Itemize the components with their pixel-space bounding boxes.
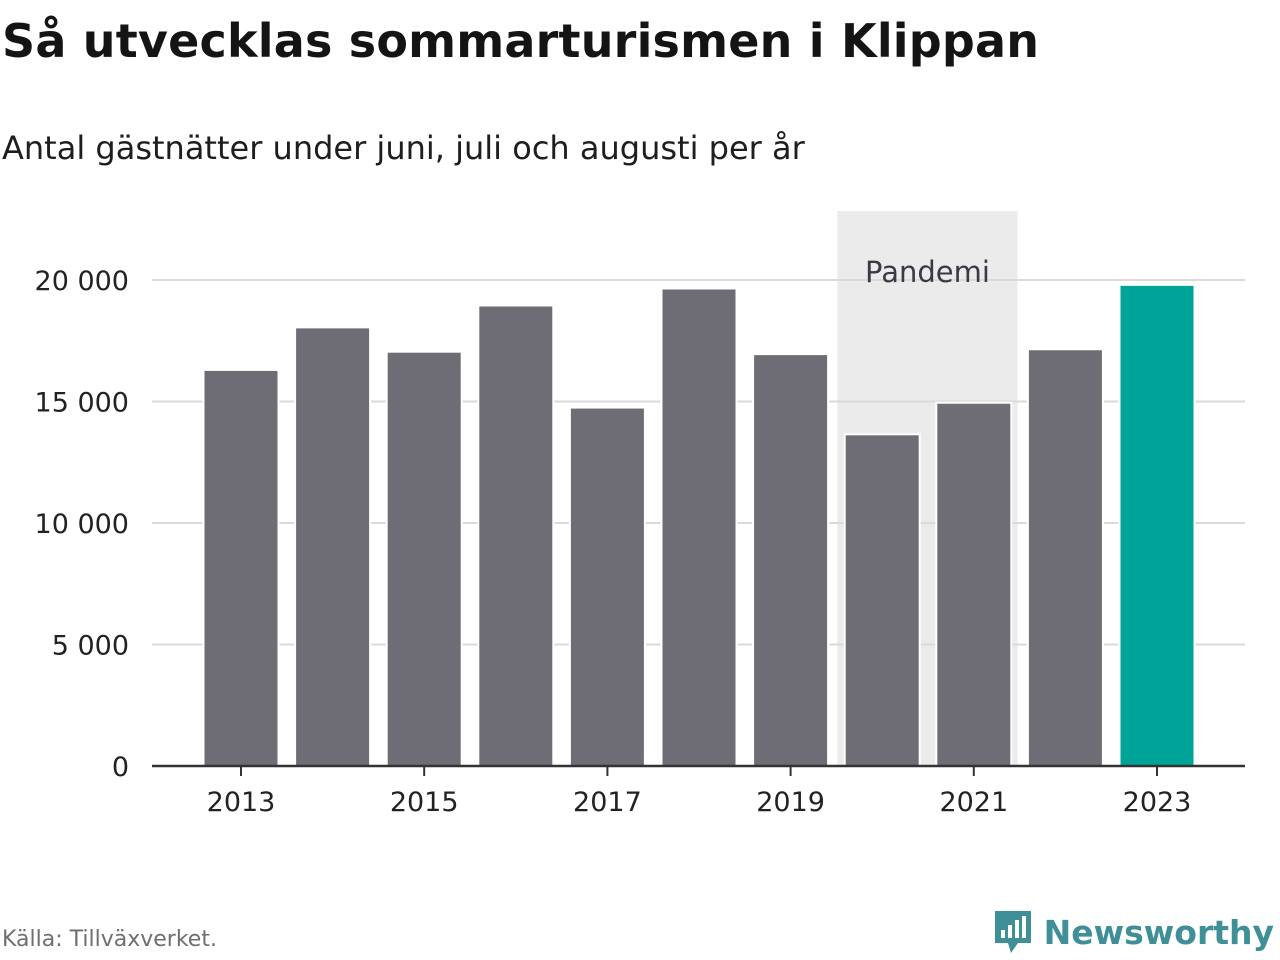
y-tick-label: 15 000 bbox=[35, 388, 129, 419]
x-tick-label: 2015 bbox=[390, 787, 459, 818]
bar-2021 bbox=[935, 401, 1013, 767]
bar-2014 bbox=[294, 326, 372, 767]
newsworthy-logo-icon bbox=[994, 911, 1031, 953]
x-tick-label: 2021 bbox=[939, 787, 1008, 818]
x-tick-label: 2023 bbox=[1123, 787, 1192, 818]
bar-2016 bbox=[477, 304, 555, 767]
y-axis-ticks: 0 5 000 10 000 15 000 20 000 bbox=[35, 266, 129, 783]
x-axis-ticks: 2013 2015 2017 2019 2021 2023 bbox=[207, 766, 1192, 818]
y-tick-label: 0 bbox=[112, 752, 129, 783]
annotation-label: Pandemi bbox=[865, 255, 990, 289]
bar-2019 bbox=[752, 353, 830, 767]
brand[interactable]: Newsworthy bbox=[992, 908, 1274, 956]
source-note: Källa: Tillväxverket. bbox=[2, 927, 217, 952]
y-tick-label: 20 000 bbox=[35, 266, 129, 297]
x-tick-label: 2013 bbox=[207, 787, 276, 818]
x-tick-label: 2017 bbox=[573, 787, 642, 818]
chart-subtitle: Antal gästnätter under juni, juli och au… bbox=[2, 129, 805, 167]
x-tick-label: 2019 bbox=[756, 787, 825, 818]
bars bbox=[202, 283, 1196, 767]
bar-2022 bbox=[1026, 348, 1104, 767]
y-tick-label: 5 000 bbox=[52, 631, 129, 662]
bar-2013 bbox=[202, 368, 280, 767]
y-tick-label: 10 000 bbox=[35, 509, 129, 540]
bar-2018 bbox=[660, 287, 738, 767]
annotations: Pandemi bbox=[865, 255, 990, 289]
bar-2020 bbox=[843, 433, 921, 767]
bar-2015 bbox=[385, 350, 463, 767]
bar-2023 bbox=[1118, 283, 1196, 767]
brand-name: Newsworthy bbox=[1043, 912, 1274, 952]
bar-2017 bbox=[568, 406, 646, 767]
chart-title: Så utvecklas sommarturismen i Klippan bbox=[2, 14, 1040, 68]
